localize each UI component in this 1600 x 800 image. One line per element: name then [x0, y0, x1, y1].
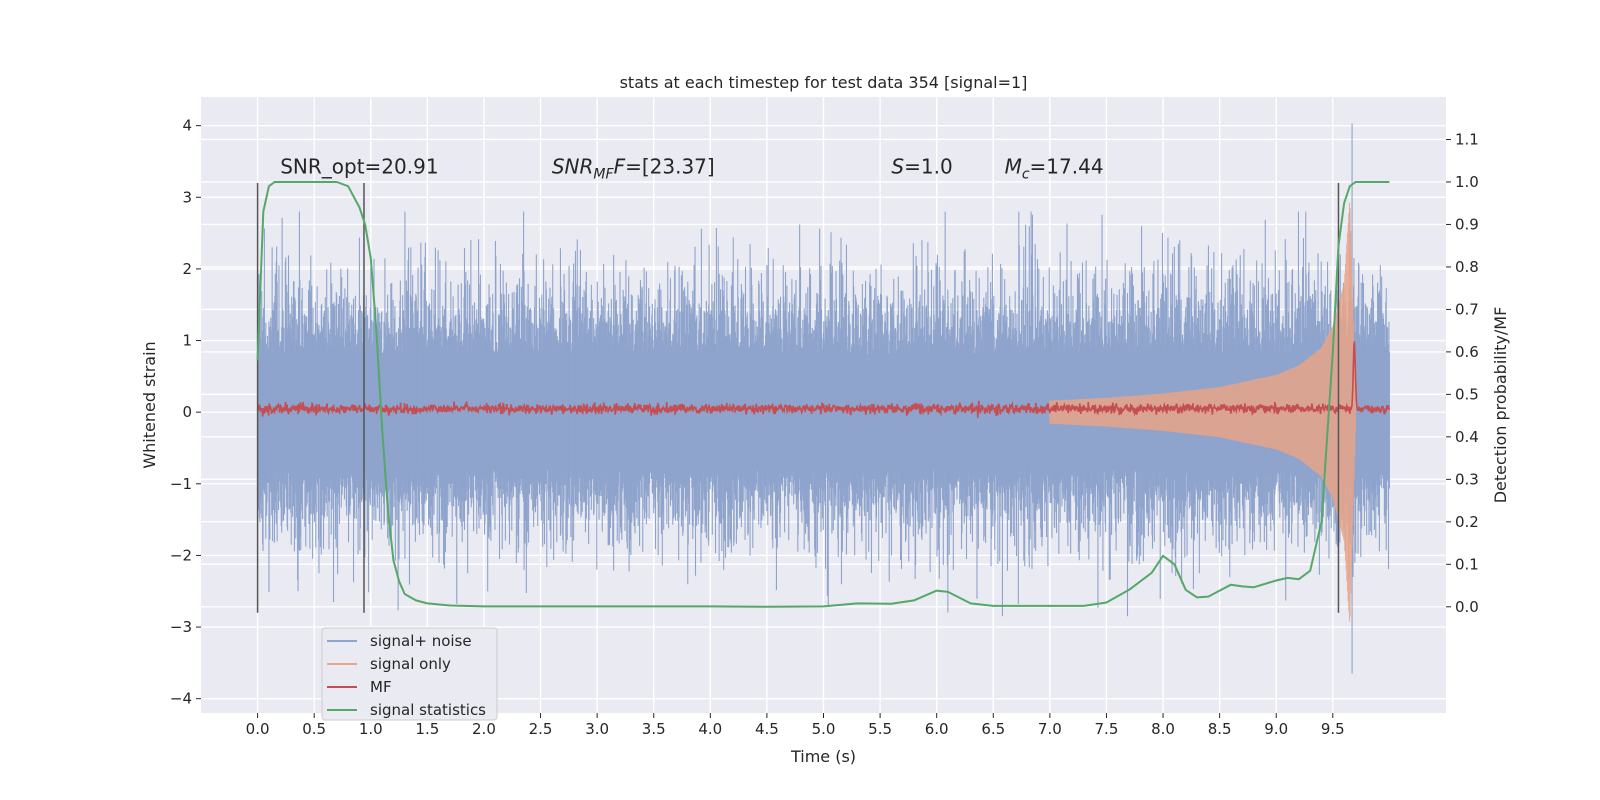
- series-mf: [256, 341, 1391, 418]
- annotation-snr-mf: SNRMFF=[23.37]: [552, 154, 715, 182]
- x-tick-label: 7.5: [1095, 720, 1119, 738]
- x-tick-label: 7.0: [1038, 720, 1062, 738]
- y-right-tick-label: 0.7: [1455, 300, 1479, 318]
- x-tick-label: 5.5: [868, 720, 892, 738]
- legend: signal+ noise signal only MF signal statist…: [321, 627, 498, 721]
- x-tick-label: 2.5: [529, 720, 553, 738]
- x-tick-label: 4.5: [755, 720, 779, 738]
- y-tick-label: −4: [170, 690, 192, 708]
- axes: 0.0 0.5 1.0 1.5 2.0 2.5 3.0 3.5 4.0 4.5 5.0 5.5 6.0 6…: [170, 117, 1479, 738]
- x-axis-title: Time (s): [790, 747, 856, 766]
- legend-box: [321, 627, 498, 721]
- y-right-tick-label: 0.0: [1455, 598, 1479, 616]
- y-right-tick-label: 0.9: [1455, 215, 1479, 233]
- y-right-tick-label: 0.6: [1455, 343, 1479, 361]
- y-right-tick-label: 0.2: [1455, 513, 1479, 531]
- x-tick-label: 4.0: [698, 720, 722, 738]
- y-right-axis-title: Detection probability/MF: [1491, 307, 1510, 504]
- y-axis-title: Whitened strain: [140, 341, 159, 468]
- x-tick-label: 1.0: [359, 720, 383, 738]
- y-tick-label: 1: [182, 332, 192, 350]
- x-tick-label: 8.5: [1208, 720, 1232, 738]
- x-tick-label: 1.5: [415, 720, 439, 738]
- x-tick-label: 9.5: [1321, 720, 1345, 738]
- legend-label: signal only: [370, 655, 451, 673]
- series-signal-statistics: [256, 181, 1390, 608]
- x-tick-label: 6.5: [981, 720, 1005, 738]
- x-tick-label: 2.0: [472, 720, 496, 738]
- annotation-s: S=1.0: [891, 154, 952, 178]
- chart-title: stats at each timestep for test data 354…: [620, 73, 1028, 92]
- y-right-tick-label: 0.4: [1455, 428, 1479, 446]
- y-tick-label: −2: [170, 546, 192, 564]
- legend-label: signal+ noise: [370, 632, 472, 650]
- y-right-tick-label: 0.5: [1455, 385, 1479, 403]
- y-tick-label: 0: [182, 403, 192, 421]
- y-tick-label: −1: [170, 475, 192, 493]
- y-tick-label: 4: [182, 117, 192, 135]
- x-tick-label: 0.5: [302, 720, 326, 738]
- x-tick-label: 6.0: [925, 720, 949, 738]
- x-tick-label: 9.0: [1264, 720, 1288, 738]
- x-tick-label: 3.0: [585, 720, 609, 738]
- x-tick-label: 5.0: [812, 720, 836, 738]
- y-tick-label: −3: [170, 618, 192, 636]
- legend-label: signal statistics: [370, 701, 486, 719]
- y-right-tick-label: 0.8: [1455, 258, 1479, 276]
- x-tick-label: 0.0: [246, 720, 270, 738]
- x-tick-label: 8.0: [1151, 720, 1175, 738]
- annotations: SNR_opt=20.91 SNRMFF=[23.37] S=1.0 Mc=17.44: [280, 154, 1103, 182]
- y-right-tick-label: 1.0: [1455, 173, 1479, 191]
- y-right-tick-label: 0.1: [1455, 555, 1479, 573]
- x-tick-label: 3.5: [642, 720, 666, 738]
- legend-label: MF: [370, 678, 392, 696]
- y-right-tick-label: 1.1: [1455, 130, 1479, 148]
- annotation-mc: Mc=17.44: [1005, 154, 1104, 182]
- y-tick-label: 2: [182, 260, 192, 278]
- y-tick-label: 3: [182, 188, 192, 206]
- annotation-snr-opt: SNR_opt=20.91: [280, 154, 438, 178]
- y-right-tick-label: 0.3: [1455, 470, 1479, 488]
